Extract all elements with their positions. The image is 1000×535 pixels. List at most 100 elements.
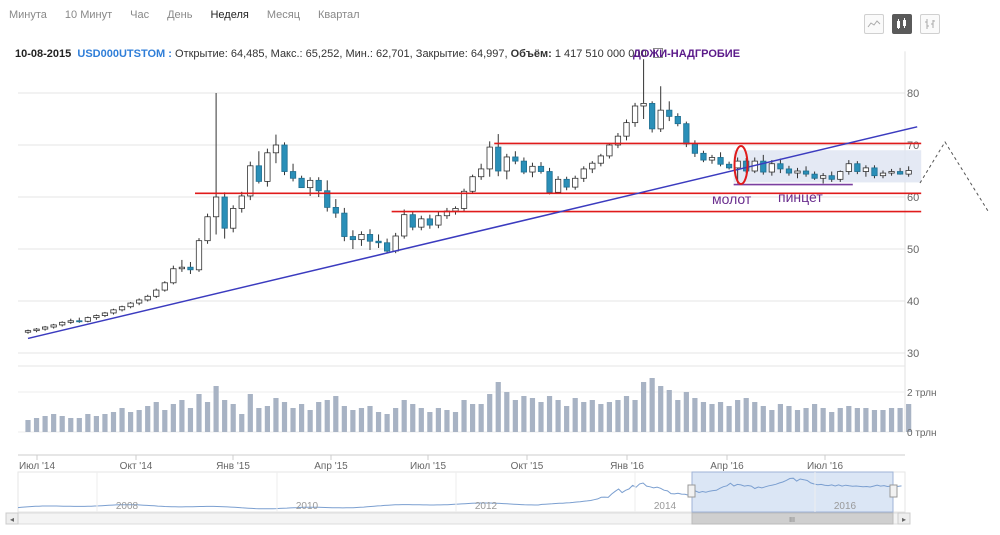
navigator-handle-left[interactable]: [687, 484, 696, 498]
ohlc-chart-icon[interactable]: [920, 14, 940, 34]
candle-body: [178, 266, 185, 270]
volume-bar: [256, 408, 262, 432]
candle: [435, 211, 442, 229]
volume-bar: [418, 408, 424, 432]
candle-body: [555, 178, 562, 193]
candle: [33, 328, 40, 333]
candle-body: [897, 171, 904, 175]
volume-bar: [897, 408, 903, 432]
candle-body: [614, 135, 622, 146]
candle-body: [811, 173, 818, 179]
candles: [24, 59, 912, 334]
candle: [204, 213, 211, 244]
candle-body: [734, 160, 741, 169]
time-tick-label: Янв '16: [610, 461, 644, 472]
volume-bar: [529, 398, 536, 432]
candle-body: [187, 266, 194, 271]
candle-body: [59, 321, 66, 326]
volume-bar: [906, 404, 912, 432]
candle-body: [597, 155, 604, 164]
volume-bar: [51, 414, 57, 432]
volume-bar: [735, 400, 741, 432]
candle-body: [247, 165, 254, 197]
candle-body: [469, 176, 476, 192]
candle: [837, 170, 844, 182]
volume-bar: [829, 412, 835, 432]
tab-hour[interactable]: Час: [130, 9, 150, 21]
candle-body: [50, 324, 57, 328]
candle: [452, 206, 459, 215]
tab-quarter[interactable]: Квартал: [318, 9, 360, 21]
tab-10min[interactable]: 10 Минут: [64, 9, 113, 21]
candle: [170, 265, 177, 285]
candle-body: [657, 109, 664, 130]
candle-body: [845, 163, 852, 172]
candle-body: [879, 172, 887, 177]
candle-body: [888, 171, 895, 174]
volume-bar: [162, 410, 168, 432]
candle-body: [486, 146, 493, 170]
scroll-left-button[interactable]: [5, 512, 19, 525]
volume-bar: [25, 420, 31, 432]
volume-bar: [452, 412, 459, 432]
scrollbar-thumb[interactable]: [691, 512, 894, 525]
candle: [520, 157, 528, 175]
candle-body: [452, 208, 459, 212]
volume-bar: [615, 400, 621, 432]
candle: [623, 119, 630, 141]
candle-body: [537, 165, 545, 172]
volume-bar: [179, 400, 185, 432]
tab-week[interactable]: Неделя: [210, 9, 249, 21]
volume-bar: [863, 408, 869, 432]
volume-toggle-icon[interactable]: [652, 48, 663, 58]
candle: [469, 174, 476, 194]
time-tick-label: Июл '14: [19, 461, 56, 472]
candle-body: [375, 240, 382, 244]
volume-bar: [880, 410, 886, 432]
drawn-lines: [27, 126, 922, 340]
info-symbol: USD000UTSTOM :: [77, 48, 172, 60]
volume-bar: [33, 418, 40, 432]
tab-minute[interactable]: Минута: [9, 9, 47, 21]
candle: [768, 160, 775, 176]
candle: [127, 302, 134, 309]
volume-bar: [384, 414, 390, 432]
scroll-right-button[interactable]: [897, 512, 911, 525]
volume-label: Объём:: [510, 48, 552, 60]
candle-body: [341, 212, 348, 237]
navigator-year-label: 2010: [296, 501, 319, 512]
candle-body: [281, 144, 288, 172]
candle: [24, 329, 32, 334]
navigator-handle-right[interactable]: [889, 484, 898, 498]
candle-body: [623, 122, 630, 137]
candle-body: [418, 218, 425, 228]
candle: [503, 153, 510, 180]
candle-body: [700, 152, 707, 161]
candle-body: [529, 165, 536, 173]
candle: [144, 294, 151, 302]
price-tick-label: 40: [907, 296, 919, 308]
volume-bar: [470, 404, 476, 432]
candle: [187, 262, 194, 274]
tab-month[interactable]: Месяц: [266, 9, 301, 21]
candle: [101, 311, 109, 318]
tweezer-annotation: пинцет: [778, 189, 823, 205]
volume-bar: [307, 410, 313, 432]
candle-body: [905, 170, 912, 175]
candle: [785, 165, 793, 176]
line-chart-icon[interactable]: [864, 14, 884, 34]
candle: [854, 161, 861, 175]
volume-bar: [196, 394, 202, 432]
candle-body: [837, 171, 844, 180]
volume-bar: [700, 402, 707, 432]
volume-bar: [581, 402, 587, 432]
volume-bar: [230, 404, 236, 432]
candle: [195, 238, 203, 272]
candle: [802, 166, 810, 177]
candle: [649, 101, 656, 133]
candle: [828, 171, 835, 182]
candlestick-chart-icon[interactable]: [892, 14, 912, 34]
tab-day[interactable]: День: [167, 9, 193, 21]
candle-body: [572, 177, 579, 188]
volume-bar: [59, 416, 65, 432]
